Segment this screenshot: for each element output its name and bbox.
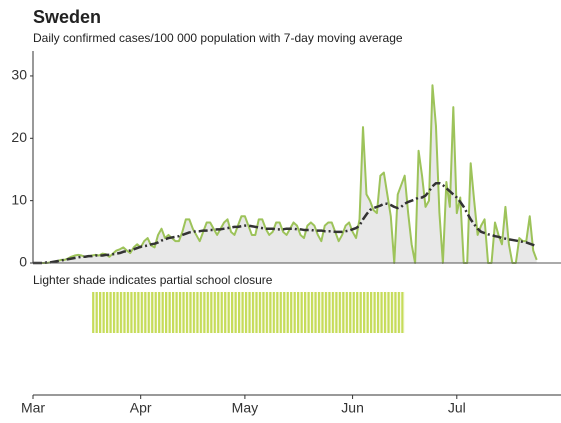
x-tick-label: Mar <box>21 400 45 416</box>
y-tick-label: 0 <box>19 254 27 270</box>
chart-title: Sweden <box>33 7 101 27</box>
x-tick-label: May <box>232 400 258 416</box>
annotation: Lighter shade indicates partial school c… <box>33 273 273 287</box>
x-tick-label: Jul <box>448 400 466 416</box>
x-tick-label: Apr <box>130 400 152 416</box>
y-tick-label: 20 <box>11 129 27 145</box>
area <box>33 85 537 263</box>
series-line <box>33 84 538 264</box>
y-tick-label: 10 <box>11 191 27 207</box>
x-tick-label: Jun <box>341 400 364 416</box>
series-line <box>33 181 538 265</box>
chart-subtitle: Daily confirmed cases/100 000 population… <box>33 31 403 45</box>
y-tick-label: 30 <box>11 67 27 83</box>
school-closure-shade <box>92 292 405 333</box>
